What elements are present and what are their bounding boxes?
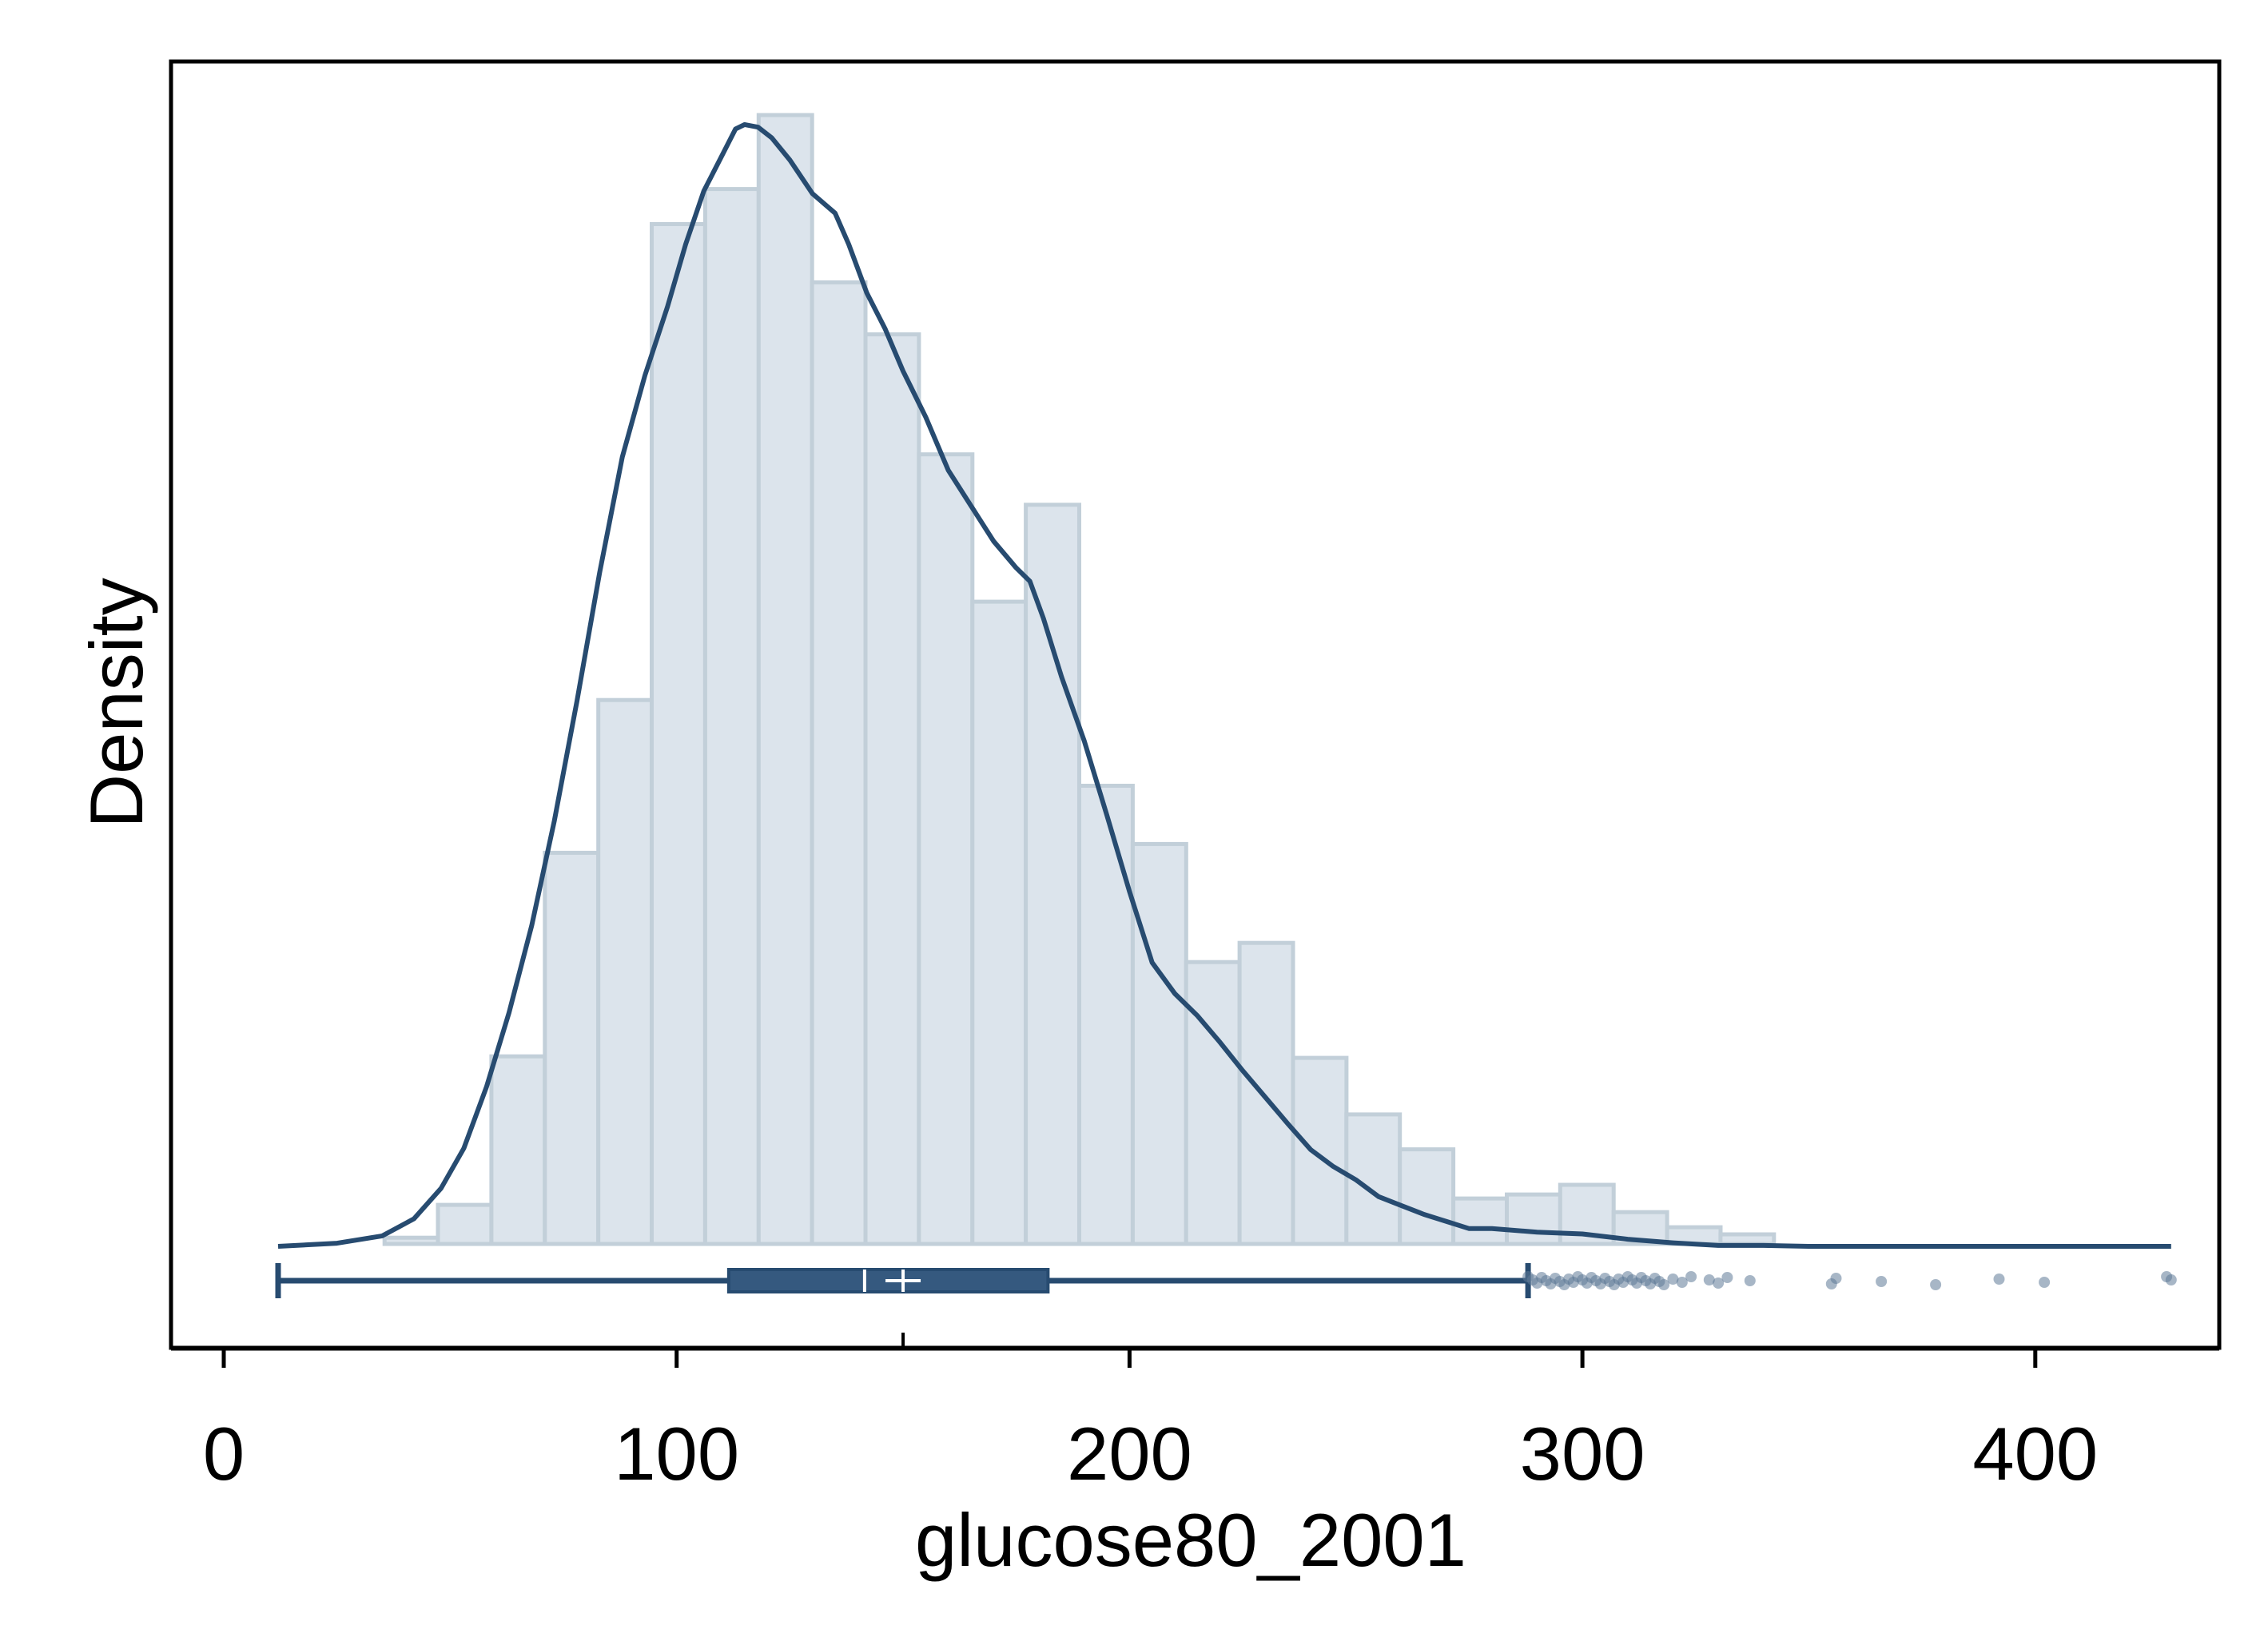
histogram-bar-20: [1398, 1147, 1456, 1246]
histogram-bars: [382, 113, 1777, 1246]
histogram-bar-7: [702, 187, 761, 1246]
histogram-bar-2: [436, 1202, 494, 1246]
boxplot-outlier: [2039, 1277, 2051, 1288]
boxplot-outlier: [2165, 1274, 2177, 1285]
histogram-bar-3: [489, 1054, 547, 1246]
boxplot-outlier: [1930, 1279, 1942, 1290]
boxplot-outlier: [1744, 1275, 1756, 1286]
x-tick-label-300: 300: [1520, 1412, 1645, 1496]
histogram-bar-15: [1130, 841, 1188, 1246]
x-axis: 0 100 200 300 400: [171, 1346, 2219, 1496]
boxplot-outlier: [1993, 1274, 2005, 1285]
histogram-bar-22: [1505, 1192, 1562, 1246]
boxplot-outlier: [1876, 1276, 1888, 1287]
density-curve: [277, 121, 2171, 1249]
x-tick-label-400: 400: [1972, 1412, 2098, 1496]
boxplot-outlier: [1658, 1279, 1670, 1290]
histogram-bar-10: [863, 332, 921, 1246]
y-axis-title: Density: [74, 578, 158, 828]
boxplot-outlier: [1676, 1277, 1688, 1288]
boxplot-outlier: [1685, 1271, 1697, 1282]
histogram-bar-16: [1184, 960, 1242, 1246]
histogram-bar-18: [1291, 1055, 1349, 1246]
histogram-bar-13: [1024, 503, 1081, 1246]
x-axis-title: glucose80_2001: [915, 1498, 1466, 1582]
histogram-bar-5: [596, 697, 655, 1246]
boxplot-outlier: [1703, 1274, 1715, 1285]
histogram-bar-17: [1237, 940, 1295, 1246]
histogram-bar-1: [382, 1235, 440, 1246]
histogram-bar-11: [917, 452, 975, 1246]
boxplot-outlier: [1667, 1274, 1679, 1285]
boxplot: [275, 1263, 2177, 1349]
histogram-bar-26: [1718, 1232, 1777, 1246]
histogram-bar-14: [1077, 784, 1135, 1246]
x-tick-label-200: 200: [1067, 1412, 1192, 1496]
boxplot-outlier: [1713, 1277, 1725, 1289]
x-tick-label-100: 100: [614, 1412, 739, 1496]
histogram-bar-9: [810, 280, 868, 1246]
histogram-bar-4: [543, 850, 601, 1246]
x-tick-label-0: 0: [203, 1412, 245, 1496]
histogram-bar-21: [1451, 1196, 1509, 1246]
boxplot-outlier: [1721, 1272, 1733, 1283]
boxplot-outlier: [1830, 1273, 1842, 1284]
histogram-bar-8: [756, 113, 814, 1246]
histogram-bar-6: [650, 222, 707, 1246]
histogram-bar-12: [970, 599, 1029, 1246]
